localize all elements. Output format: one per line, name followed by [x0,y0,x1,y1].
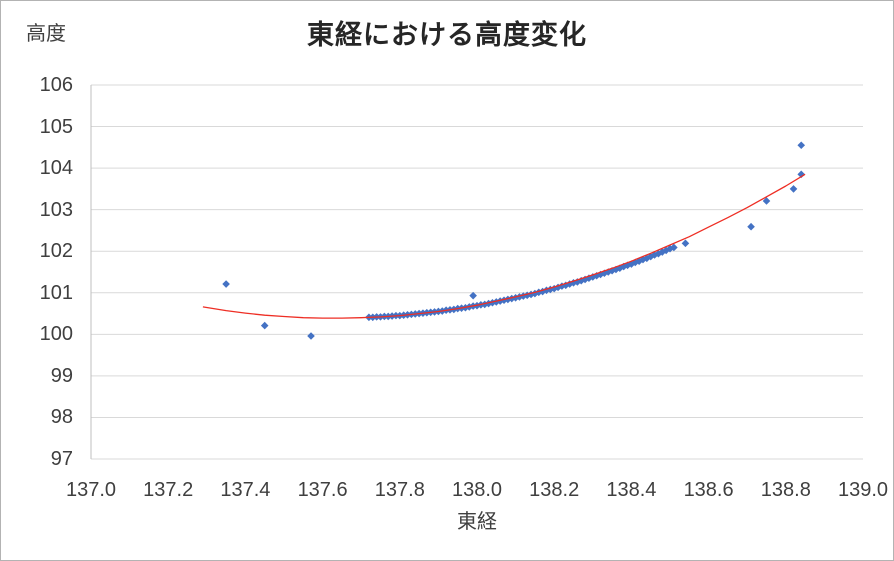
data-point-marker [538,287,547,296]
trendline-path [202,173,806,319]
data-point-marker [573,278,582,286]
data-point-marker [534,288,543,297]
data-point-marker [604,268,613,276]
data-point-marker [469,291,477,300]
data-point-marker [492,298,501,306]
data-point-marker [681,239,690,248]
data-point-marker [797,141,806,150]
data-point-marker [565,280,574,288]
data-point-marker [496,297,504,305]
data-point-marker [747,222,755,231]
data-point-marker [631,258,640,267]
data-point-marker [260,321,269,330]
data-point-marker [635,257,643,265]
data-point-marker [569,279,578,287]
x-axis-title: 東経 [457,511,497,533]
data-point-marker [484,299,493,308]
data-point-marker [797,170,806,179]
data-point-marker [662,246,670,255]
data-point-marker [542,286,551,295]
data-point-marker [670,243,678,252]
data-point-marker [600,269,609,278]
data-point-marker [762,197,771,205]
chart-title: 東経における高度変化 [307,20,587,50]
data-point-marker [500,296,508,305]
data-point-marker [307,332,315,340]
data-point-marker [789,185,798,193]
data-point-marker [507,294,516,303]
data-point-marker [666,244,674,253]
data-point-marker [222,280,230,288]
y-axis-title: 高度 [26,23,66,45]
